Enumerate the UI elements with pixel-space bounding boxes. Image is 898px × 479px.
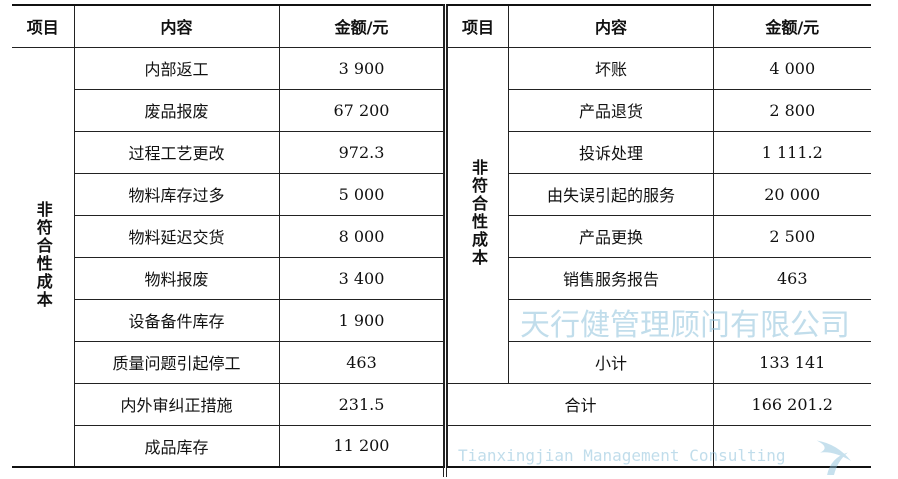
amount-cell: 20 000 <box>713 172 871 216</box>
content-cell: 物料报废 <box>74 256 280 300</box>
table-row: 物料延迟交货 8 000 <box>12 214 445 258</box>
total-amount: 166 201.2 <box>713 382 871 426</box>
header-item: 项目 <box>12 4 75 48</box>
amount-cell <box>713 298 871 342</box>
amount-cell: 67 200 <box>278 88 445 132</box>
content-cell: 小计 <box>508 340 714 384</box>
table-row: 非符合性成本 内部返工 3 900 <box>12 46 445 467</box>
table-row: 物料报废 3 400 <box>12 256 445 300</box>
content-cell: 产品更换 <box>508 214 714 258</box>
header-content: 内容 <box>508 4 714 48</box>
table-row: 成品库存 11 200 <box>12 424 445 468</box>
table-divider <box>443 4 447 477</box>
content-cell: 产品退货 <box>508 88 714 132</box>
amount-cell: 1 111.2 <box>713 130 871 174</box>
content-cell: 废品报废 <box>74 88 280 132</box>
table-row: 由失误引起的服务 20 000 <box>448 172 871 216</box>
total-row: 合计 166 201.2 <box>447 382 871 426</box>
content-cell: 质量问题引起停工 <box>74 340 280 384</box>
header-amount: 金额/元 <box>713 4 871 48</box>
table-row: 质量问题引起停工 463 <box>12 340 445 384</box>
content-cell: 过程工艺更改 <box>74 130 280 174</box>
amount-cell: 11 200 <box>278 424 445 468</box>
table-row: 小计 133 141 <box>448 340 871 384</box>
amount-cell: 972.3 <box>278 130 445 174</box>
amount-cell: 231.5 <box>278 382 445 426</box>
amount-cell: 5 000 <box>278 172 445 216</box>
content-cell: 物料库存过多 <box>74 172 280 216</box>
content-cell: 内部返工 <box>73 46 280 90</box>
amount-cell: 8 000 <box>278 214 445 258</box>
content-cell: 物料延迟交货 <box>74 214 280 258</box>
watermark-logo-icon <box>816 440 852 475</box>
content-cell: 设备备件库存 <box>74 298 280 342</box>
right-cost-table: 项目 内容 金额/元 非符合性成本 坏账 4 000 产品退货 2 800 投诉处… <box>447 4 871 468</box>
header-amount: 金额/元 <box>278 4 445 48</box>
content-cell: 销售服务报告 <box>508 256 714 300</box>
content-cell: 投诉处理 <box>508 130 714 174</box>
table-row: 废品报废 67 200 <box>12 88 445 132</box>
amount-cell: 3 400 <box>278 256 445 300</box>
content-cell: 成品库存 <box>74 424 280 468</box>
amount-cell: 4 000 <box>713 46 871 90</box>
amount-cell: 2 500 <box>713 214 871 258</box>
amount-cell: 463 <box>713 256 871 300</box>
category-label: 非符合性成本 <box>33 200 53 309</box>
amount-cell: 133 141 <box>713 340 871 384</box>
table-row: 内外审纠正措施 231.5 <box>12 382 445 426</box>
table-row: 产品更换 2 500 <box>448 214 871 258</box>
amount-cell: 463 <box>278 340 445 384</box>
left-cost-table: 项目 内容 金额/元 非符合性成本 内部返工 3 900 废品报废 67 200 … <box>12 4 445 468</box>
amount-cell: 1 900 <box>278 298 445 342</box>
amount-cell: 3 900 <box>278 46 445 90</box>
content-cell <box>508 298 714 342</box>
category-label: 非符合性成本 <box>469 159 488 267</box>
table-row: 产品退货 2 800 <box>448 88 871 132</box>
header-row: 项目 内容 金额/元 <box>447 4 871 48</box>
table-row: 投诉处理 1 111.2 <box>448 130 871 174</box>
content-cell: 由失误引起的服务 <box>508 172 714 216</box>
table-row: 设备备件库存 1 900 <box>12 298 445 342</box>
table-row: 销售服务报告 463 <box>448 256 871 300</box>
header-content: 内容 <box>73 4 280 48</box>
table-row <box>448 298 871 342</box>
empty-row <box>447 424 871 468</box>
total-label: 合计 <box>447 382 714 426</box>
header-item: 项目 <box>447 4 509 48</box>
table-row: 非符合性成本 坏账 4 000 <box>447 46 871 384</box>
content-cell: 内外审纠正措施 <box>74 382 280 426</box>
table-row: 物料库存过多 5 000 <box>12 172 445 216</box>
amount-cell: 2 800 <box>713 88 871 132</box>
content-cell: 坏账 <box>508 46 714 90</box>
table-row: 过程工艺更改 972.3 <box>12 130 445 174</box>
header-row: 项目 内容 金额/元 <box>12 4 445 48</box>
